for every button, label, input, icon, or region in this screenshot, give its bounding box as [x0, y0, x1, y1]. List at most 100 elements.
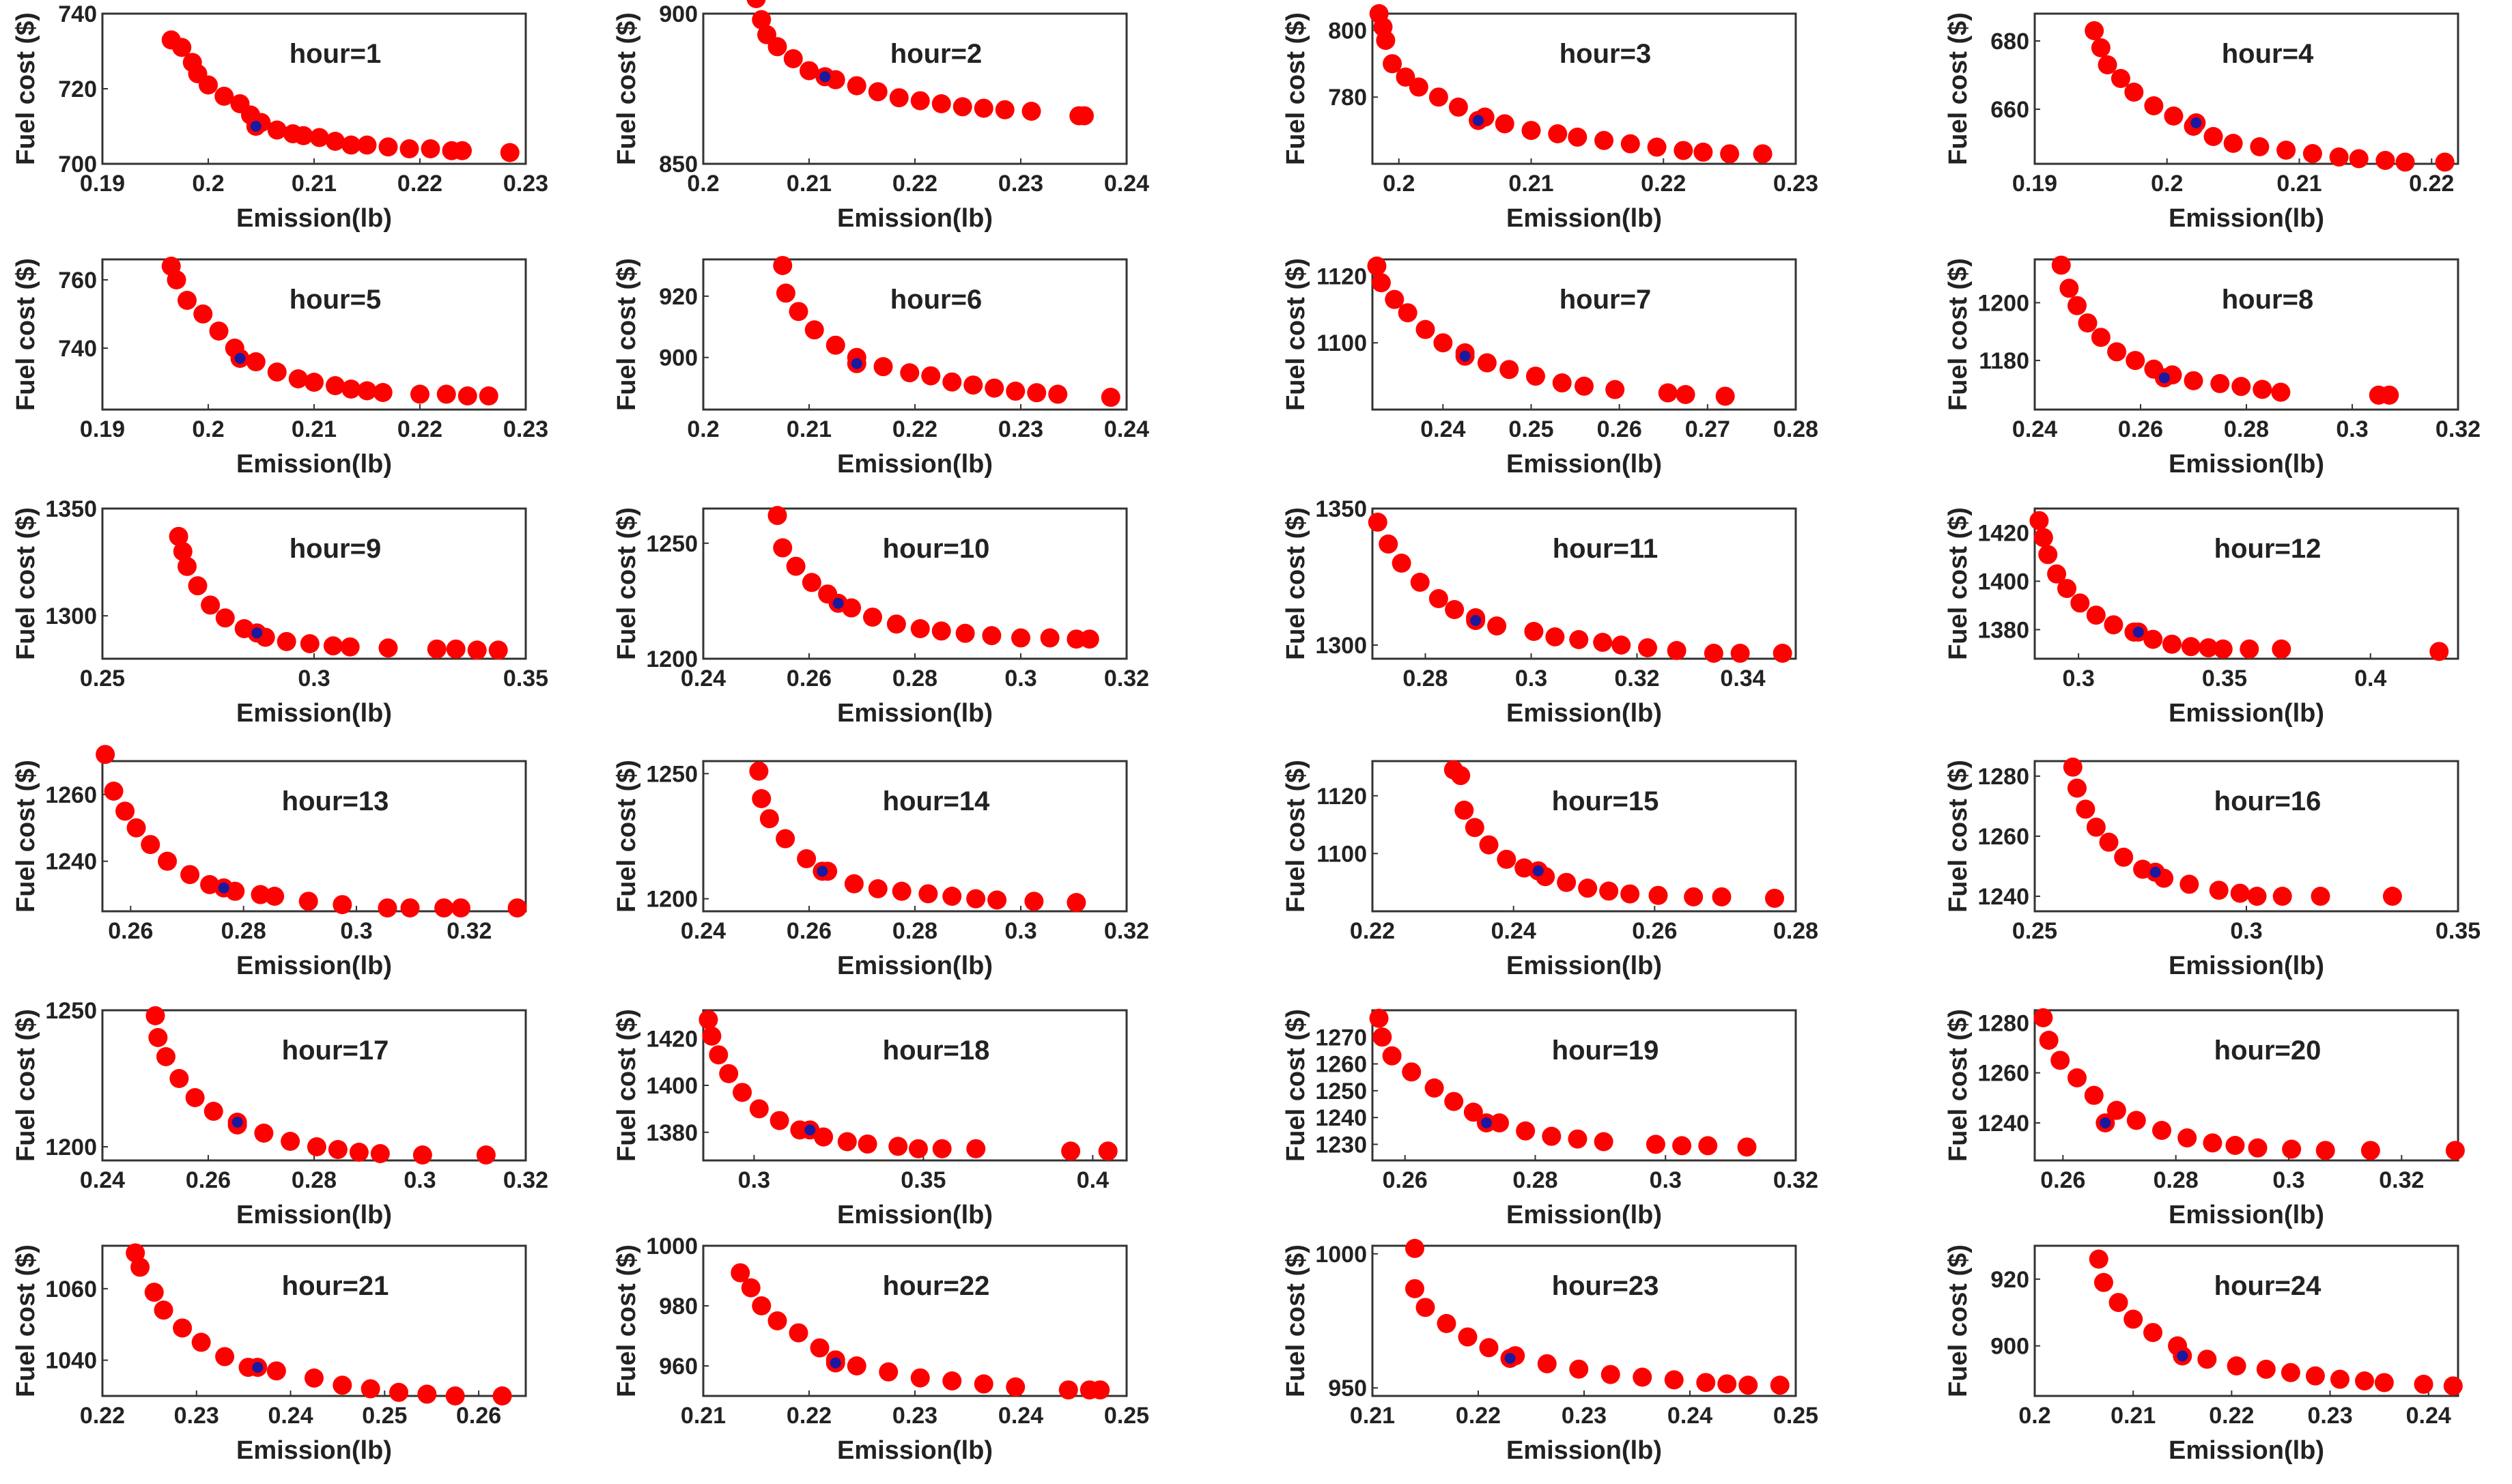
x-tick-label: 0.21: [681, 1403, 726, 1429]
compromise-point-marker: [1480, 1117, 1492, 1128]
x-tick-label: 0.3: [1004, 666, 1036, 691]
pareto-point: [2144, 96, 2164, 115]
x-tick-label: 0.24: [681, 918, 726, 944]
x-tick-label: 0.3: [2272, 1167, 2304, 1193]
pareto-point: [1392, 554, 1411, 573]
x-axis-label: Emission(lb): [236, 699, 392, 728]
x-tick-label: 0.22: [397, 416, 442, 442]
pareto-point: [1368, 513, 1387, 532]
pareto-point: [2225, 1136, 2245, 1155]
y-tick-label: 680: [1990, 29, 2029, 55]
pareto-point: [858, 1134, 877, 1154]
pareto-point: [1672, 1136, 1692, 1156]
pareto-point: [974, 1374, 993, 1394]
chart-hour-23: 0.21 0.22 0.23 0.24 0.25 950 1000 hour=23 Emissi…: [1270, 1232, 1885, 1478]
x-tick-label: 0.28: [221, 918, 266, 944]
pareto-point: [2164, 106, 2184, 126]
pareto-point: [963, 375, 983, 395]
pareto-point: [1367, 256, 1387, 276]
pareto-point: [300, 634, 320, 653]
compromise-point-marker: [1504, 1353, 1516, 1364]
pareto-point: [2057, 579, 2077, 599]
pareto-point: [1696, 1373, 1716, 1393]
pareto-point: [2126, 1111, 2146, 1130]
pareto-point: [2315, 1141, 2335, 1160]
x-tick-label: 0.25: [362, 1403, 407, 1429]
pareto-point: [1575, 376, 1594, 396]
chart-title: hour=1: [290, 39, 381, 69]
chart-svg: 0.24 0.26 0.28 0.3 0.32 1200 1250 hour=10 Emissi…: [612, 506, 1149, 728]
pareto-point: [2250, 137, 2270, 156]
x-axis-label: Emission(lb): [837, 1201, 993, 1229]
pareto-point: [2329, 147, 2349, 167]
plot-frame: [702, 1009, 1128, 1162]
pareto-point: [427, 639, 447, 659]
pareto-point: [1599, 881, 1619, 901]
chart-title: hour=10: [883, 534, 990, 564]
y-tick-label: 1240: [1315, 1105, 1367, 1131]
pareto-point: [188, 576, 208, 596]
pareto-point: [1058, 1380, 1078, 1400]
chart-title: hour=20: [2214, 1036, 2322, 1066]
pareto-point: [1647, 137, 1667, 157]
x-tick-label: 0.2: [687, 416, 719, 442]
pareto-point: [1479, 835, 1499, 855]
x-axis-label: Emission(lb): [236, 204, 392, 233]
chart-svg: 0.19 0.2 0.21 0.22 0.23 740 760 hour=5 Emission(…: [12, 257, 548, 479]
pareto-point: [1385, 289, 1405, 309]
y-axis-label: Fuel cost ($): [1944, 1009, 1973, 1162]
pareto-point: [776, 829, 795, 848]
pareto-point: [333, 1375, 352, 1395]
chart-title: hour=14: [883, 786, 990, 816]
pareto-point: [1424, 1078, 1444, 1098]
pareto-point: [1445, 600, 1465, 619]
pareto-point: [341, 380, 361, 399]
pareto-point: [1410, 573, 1430, 592]
x-axis-label: Emission(lb): [1506, 204, 1662, 233]
chart-svg: 0.2 0.21 0.22 0.23 0.24 850 900 hour=2 Emission(…: [612, 0, 1149, 233]
compromise-point-marker: [250, 121, 262, 132]
chart-hour-18: 0.3 0.35 0.4 1380 1400 1420 hour=18 Emission(lb…: [601, 997, 1215, 1242]
y-tick-label: 1250: [646, 531, 698, 557]
pareto-point: [446, 639, 466, 659]
x-tick-label: 0.4: [1077, 1167, 1109, 1193]
pareto-point: [2091, 38, 2111, 57]
pareto-point: [2253, 380, 2272, 399]
x-tick-label: 0.32: [2436, 416, 2481, 442]
pareto-point: [2039, 1031, 2059, 1050]
x-tick-label: 0.26: [456, 1403, 501, 1429]
pareto-point: [1516, 1121, 1536, 1141]
pareto-point: [2240, 639, 2259, 659]
pareto-point: [1067, 629, 1086, 649]
pareto-point: [288, 369, 308, 388]
pareto-point: [1664, 1370, 1684, 1390]
x-tick-label: 0.3: [1650, 1167, 1682, 1193]
chart-hour-3: 0.2 0.21 0.22 0.23 780 800 hour=3 Emission(lb) F…: [1270, 0, 1885, 246]
pareto-point: [1428, 87, 1448, 107]
x-tick-label: 0.3: [2336, 416, 2368, 442]
pareto-point: [2281, 1362, 2300, 1382]
y-axis-label: Fuel cost ($): [12, 507, 40, 660]
pareto-point: [445, 1386, 465, 1405]
chart-hour-17: 0.24 0.26 0.28 0.3 0.32 1200 1250 hour=17 Emissi…: [0, 997, 615, 1242]
y-tick-label: 1230: [1315, 1132, 1367, 1158]
pareto-point: [1040, 628, 1060, 648]
x-tick-label: 0.24: [2406, 1403, 2451, 1429]
pareto-point: [1593, 633, 1613, 652]
pareto-point: [749, 1099, 769, 1119]
pareto-point: [2162, 634, 2182, 654]
chart-hour-12: 0.3 0.35 0.4 1380 1400 1420 hour=12 Emission(lb…: [1932, 495, 2512, 741]
pareto-point: [2068, 296, 2087, 315]
x-tick-label: 0.24: [1420, 416, 1465, 442]
pareto-point: [1737, 1137, 1757, 1157]
chart-svg: 0.22 0.24 0.26 0.28 1100 1120 hour=15 Emission(…: [1282, 760, 1818, 980]
pareto-point: [773, 255, 793, 275]
pareto-point: [1667, 641, 1687, 660]
pareto-point: [942, 1371, 962, 1390]
pareto-point: [797, 849, 817, 868]
x-tick-label: 0.35: [2202, 666, 2247, 691]
pareto-point: [2093, 1272, 2113, 1292]
pareto-point: [2047, 564, 2067, 584]
chart-title: hour=4: [2222, 39, 2314, 69]
pareto-point: [1006, 382, 1026, 401]
